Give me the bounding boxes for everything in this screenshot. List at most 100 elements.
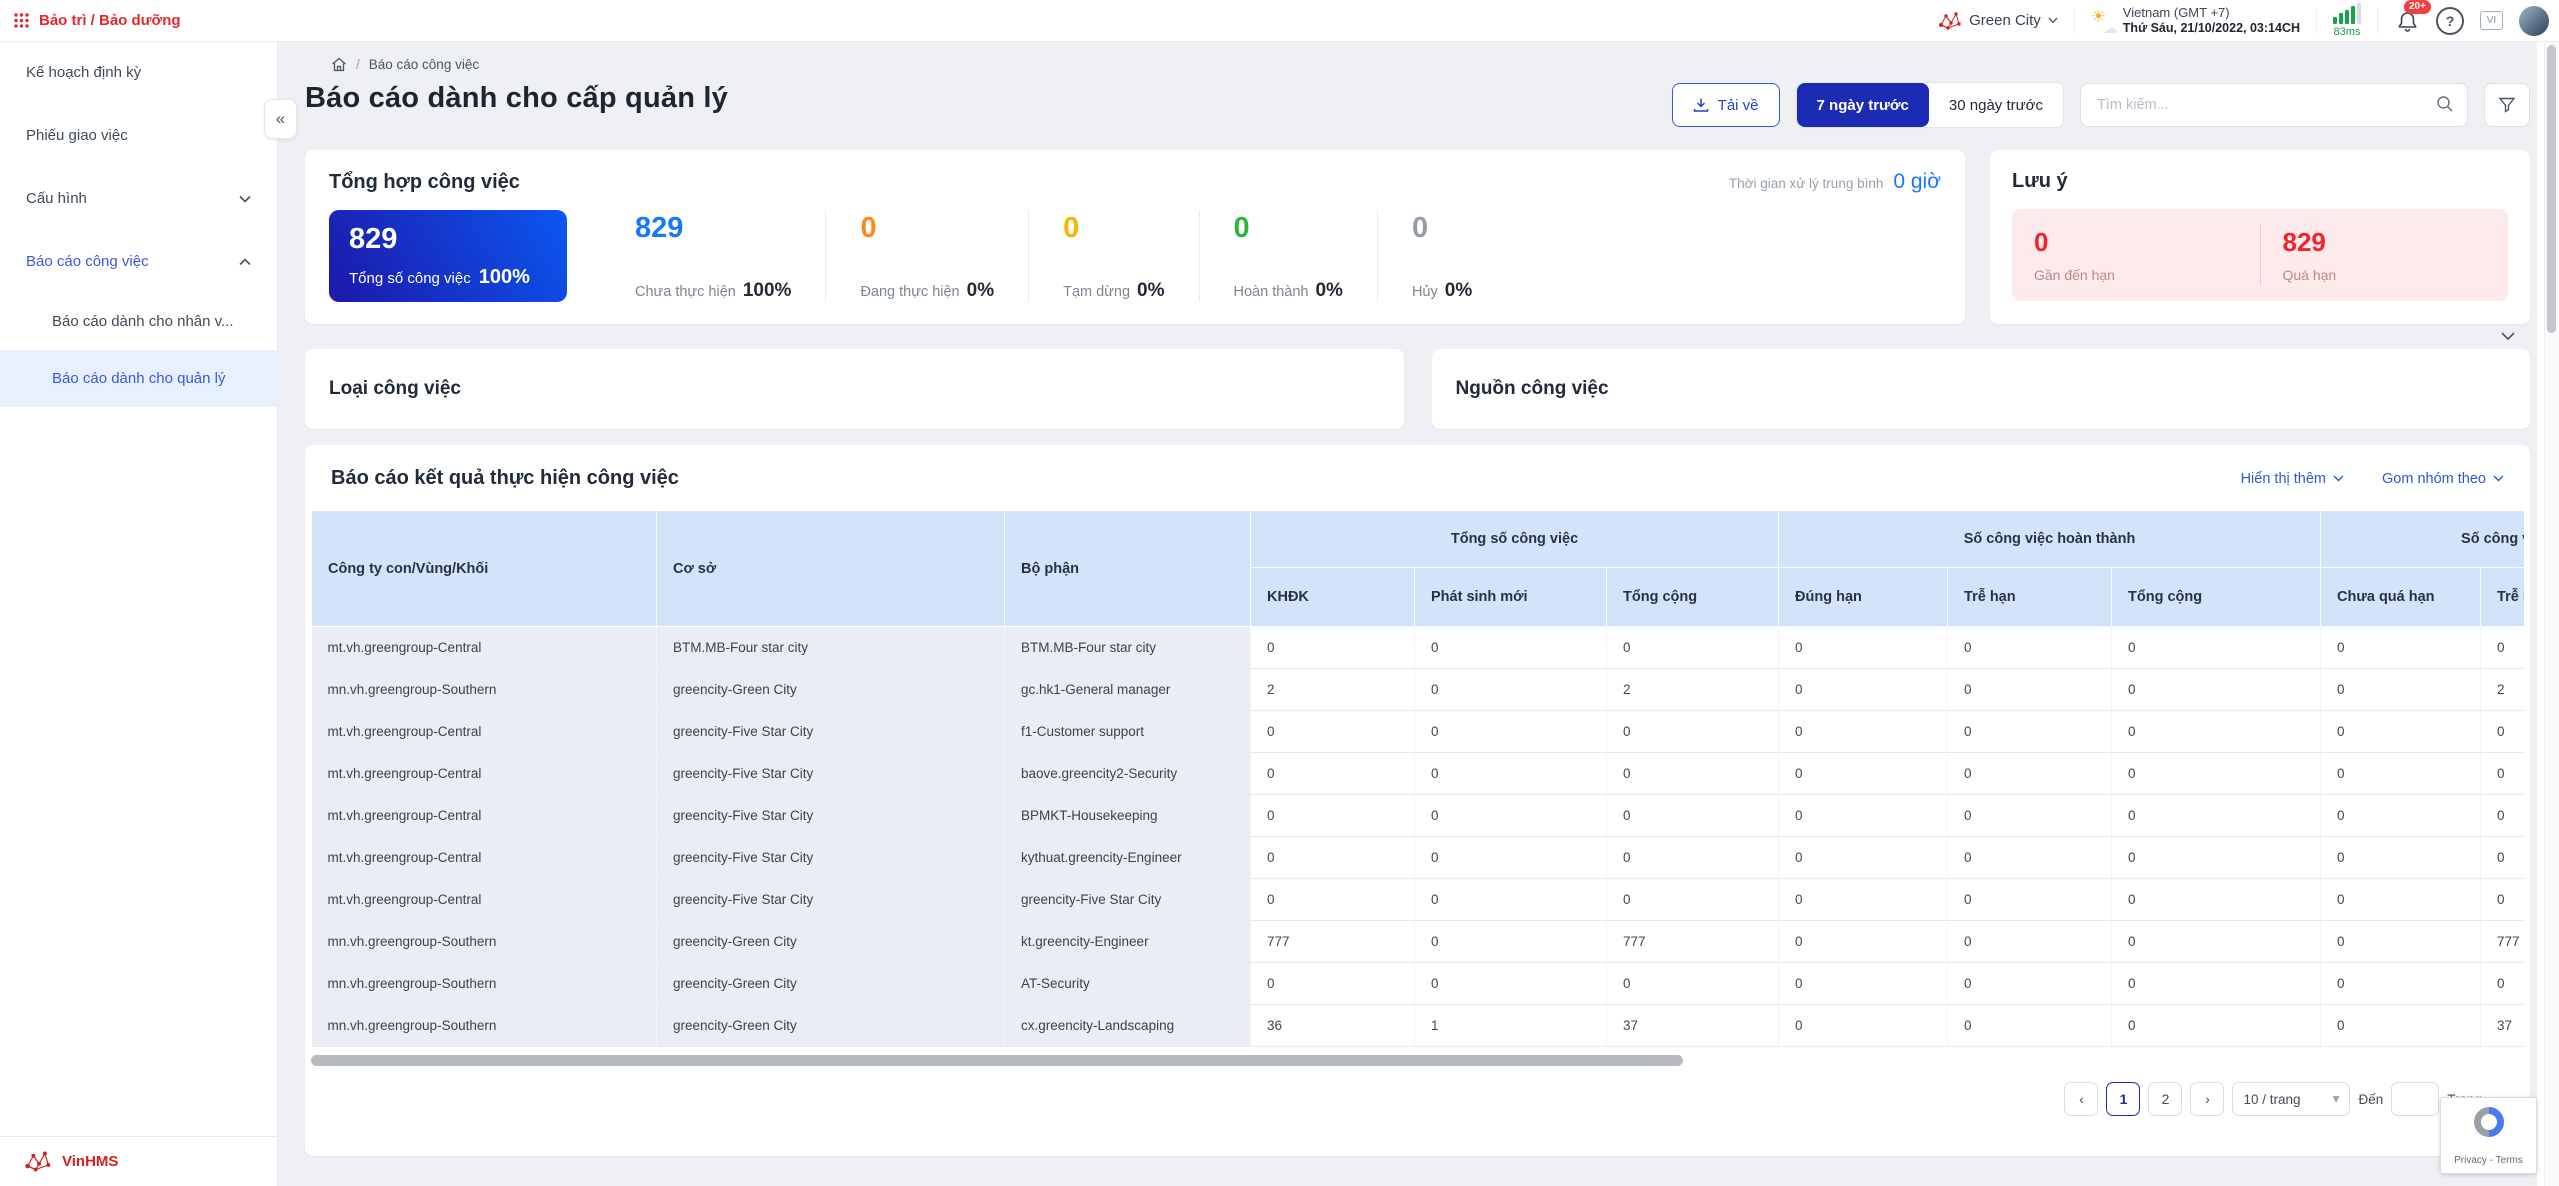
table-cell: 0 — [2320, 920, 2482, 963]
column-header[interactable]: Cơ sở — [656, 510, 1005, 627]
home-icon[interactable] — [331, 57, 347, 72]
recaptcha-badge[interactable]: Privacy - Terms — [2440, 1097, 2537, 1174]
table-cell: 0 — [1414, 920, 1607, 963]
table-cell: 0 — [1414, 626, 1607, 669]
table-row[interactable]: mn.vh.greengroup-Southern greencity-Green… — [311, 920, 2524, 963]
table-cell: greencity-Green City — [656, 1004, 1005, 1047]
sidebar-subitem-bao-cao-nhan-vien[interactable]: Báo cáo dành cho nhân v... — [0, 293, 277, 350]
sidebar-item-cau-hinh[interactable]: Cấu hình — [0, 167, 277, 230]
sidebar-item-bao-cao-cong-viec[interactable]: Báo cáo công việc — [0, 230, 277, 293]
pagination: ‹12›10 / trang▾ĐếnTrang — [305, 1082, 2482, 1116]
table-cell: 0 — [1947, 794, 2113, 837]
column-header[interactable]: Chưa quá hạn — [2320, 567, 2482, 627]
table-row[interactable]: mn.vh.greengroup-Southern greencity-Green… — [311, 1004, 2524, 1047]
table-row[interactable]: mn.vh.greengroup-Southern greencity-Green… — [311, 668, 2524, 711]
attention-label: Gần đến hạn — [2034, 267, 2115, 283]
datetime-display: ☀ ☁ Vietnam (GMT +7) Thứ Sáu, 21/10/2022,… — [2091, 5, 2300, 37]
table-cell: 0 — [1778, 668, 1949, 711]
page-scrollbar[interactable] — [2544, 41, 2559, 1186]
timezone-label: Vietnam (GMT +7) — [2122, 4, 2230, 20]
stat-value: 0 — [1411, 212, 1429, 244]
summary-stat: 0 Hoàn thành 0% — [1200, 210, 1378, 302]
notifications-button[interactable]: 20+ — [2394, 0, 2431, 34]
table-cell: greencity-Green City — [656, 962, 1005, 1005]
goto-page-input[interactable] — [2391, 1082, 2440, 1116]
attention-item: 0 Gần đến hạn — [2012, 227, 2260, 283]
table-cell: 36 — [1250, 1004, 1415, 1047]
pagination-prev-button[interactable]: ‹ — [2064, 1082, 2099, 1116]
group-by-dropdown[interactable]: Gom nhóm theo — [2382, 471, 2504, 487]
pagination-page-button[interactable]: 2 — [2148, 1082, 2183, 1116]
show-more-dropdown[interactable]: Hiển thị thêm — [2241, 471, 2344, 487]
date-range-toggle: 7 ngày trước 30 ngày trước — [1795, 82, 2064, 128]
sidebar-collapse-button[interactable]: « — [264, 99, 297, 139]
app-grid-icon[interactable] — [14, 13, 29, 28]
table-row[interactable]: mt.vh.greengroup-Central greencity-Five S… — [311, 752, 2524, 795]
table-cell: 0 — [2111, 920, 2322, 963]
table-cell: 0 — [2480, 752, 2524, 795]
recaptcha-icon — [2467, 1100, 2510, 1144]
search-input[interactable] — [2080, 83, 2468, 127]
stat-percent: 0% — [1315, 280, 1343, 301]
download-button[interactable]: Tải về — [1671, 83, 1780, 127]
column-header[interactable]: Trễ hạn — [2480, 567, 2524, 627]
column-header[interactable]: KHĐK — [1250, 567, 1415, 627]
column-header[interactable]: Tổng cộng — [2111, 567, 2322, 627]
table-row[interactable]: mt.vh.greengroup-Central BTM.MB-Four star… — [311, 626, 2524, 669]
main-content: / Báo cáo công việc Báo cáo dành cho cấp… — [277, 41, 2537, 1186]
table-row[interactable]: mt.vh.greengroup-Central greencity-Five S… — [311, 836, 2524, 879]
stat-label-row: Hủy 0% — [1412, 280, 1472, 302]
sidebar-subitem-bao-cao-quan-ly[interactable]: Báo cáo dành cho quản lý — [0, 350, 277, 407]
table-cell: 0 — [2480, 626, 2524, 669]
column-header[interactable]: Đúng hạn — [1778, 567, 1949, 627]
table-cell: 0 — [2111, 878, 2322, 921]
table-cell: 0 — [2111, 794, 2322, 837]
avatar[interactable] — [2519, 5, 2549, 36]
filter-button[interactable] — [2484, 83, 2530, 127]
table-cell: greencity-Five Star City — [656, 752, 1005, 795]
page-scrollbar-thumb[interactable] — [2547, 45, 2556, 333]
table-cell: 0 — [1606, 962, 1780, 1005]
help-button[interactable]: ? — [2436, 6, 2464, 35]
total-tasks-tile[interactable]: 829 Tổng số công việc 100% — [329, 210, 567, 302]
table-cell: 0 — [1947, 962, 2113, 1005]
range-30-days-button[interactable]: 30 ngày trước — [1928, 83, 2063, 127]
table-row[interactable]: mt.vh.greengroup-Central greencity-Five S… — [311, 794, 2524, 837]
column-header[interactable]: Phát sinh mới — [1414, 567, 1607, 627]
stat-label: Hủy — [1411, 284, 1438, 300]
language-badge[interactable]: VI — [2480, 11, 2503, 30]
page-size-select[interactable]: 10 / trang ▾ — [2232, 1082, 2351, 1116]
column-group-header: Số công việc — [2320, 510, 2524, 568]
pagination-next-button[interactable]: › — [2190, 1082, 2225, 1116]
collapse-summary-button[interactable] — [2500, 331, 2516, 341]
column-header[interactable]: Bộ phận — [1004, 510, 1251, 627]
summary-stat: 0 Tạm dừng 0% — [1029, 210, 1200, 302]
table-row[interactable]: mt.vh.greengroup-Central greencity-Five S… — [311, 710, 2524, 753]
column-header[interactable]: Tổng cộng — [1605, 567, 1780, 627]
table-cell: 0 — [1947, 1004, 2113, 1047]
table-cell: 0 — [2320, 626, 2482, 669]
table-cell: 0 — [1414, 752, 1607, 795]
stat-percent: 0% — [1444, 280, 1473, 301]
table-row[interactable]: mt.vh.greengroup-Central greencity-Five S… — [311, 878, 2524, 921]
range-7-days-button[interactable]: 7 ngày trước — [1796, 83, 1929, 127]
horizontal-scrollbar[interactable] — [311, 1055, 2524, 1066]
table-cell: 2 — [1606, 668, 1780, 711]
table-cell: 0 — [1947, 836, 2113, 879]
breadcrumb-current[interactable]: Báo cáo công việc — [368, 57, 480, 72]
table-header-row: Công ty con/Vùng/Khối Cơ sở Bộ phận Tổng số… — [311, 510, 2524, 627]
table-cell: 0 — [1250, 752, 1415, 795]
table-cell: 0 — [1947, 626, 2113, 669]
column-header[interactable]: Trễ hạn — [1947, 567, 2113, 627]
table-row[interactable]: mn.vh.greengroup-Southern greencity-Green… — [311, 962, 2524, 1005]
property-selector[interactable]: Green City — [1938, 11, 2058, 31]
chart-title: Loại công việc — [329, 378, 461, 399]
table-cell: 0 — [1778, 962, 1949, 1005]
sidebar-item-phieu-giao-viec[interactable]: Phiếu giao việc — [0, 104, 277, 167]
avg-processing-value: 0 giờ — [1893, 170, 1941, 193]
pagination-page-button[interactable]: 1 — [2106, 1082, 2141, 1116]
sidebar-item-ke-hoach-dinh-ky[interactable]: Kế hoạch định kỳ — [0, 41, 277, 104]
sidebar-item-label: Báo cáo dành cho quản lý — [52, 370, 226, 387]
column-header[interactable]: Công ty con/Vùng/Khối — [311, 510, 657, 627]
horizontal-scrollbar-thumb[interactable] — [311, 1055, 1684, 1066]
